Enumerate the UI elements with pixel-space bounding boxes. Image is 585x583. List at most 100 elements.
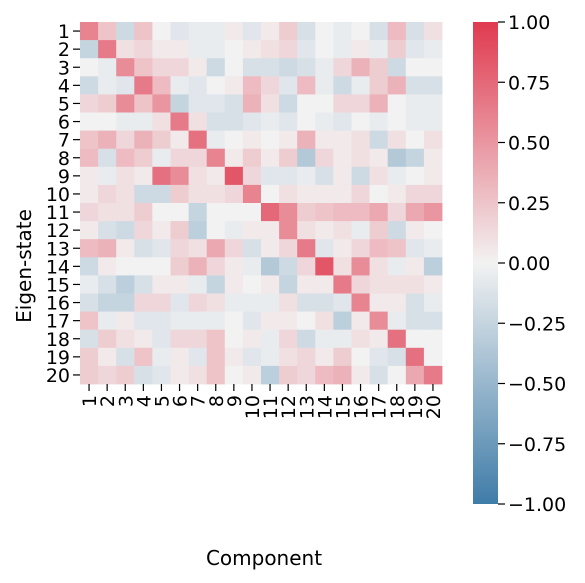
heatmap-cell-r19-c19 (405, 347, 425, 367)
heatmap-cell-r12-c8 (206, 221, 226, 240)
x-tick-label: 9 (224, 395, 246, 407)
heatmap-cell-r8-c7 (188, 148, 208, 168)
heatmap-cell-r1-c7 (188, 22, 208, 41)
heatmap-cell-r8-c2 (98, 148, 117, 168)
colorbar (473, 22, 498, 504)
y-tick-label: 12 (46, 220, 70, 242)
heatmap-cell-r15-c7 (188, 275, 208, 294)
x-tick-label: 8 (206, 395, 228, 407)
heatmap-cell-r1-c10 (242, 22, 262, 41)
heatmap-cell-r11-c12 (279, 203, 298, 222)
heatmap-cell-r12-c12 (279, 221, 298, 240)
heatmap-cell-r19-c8 (206, 347, 226, 367)
heatmap-cell-r4-c1 (80, 76, 99, 95)
heatmap-cell-r12-c4 (134, 221, 153, 240)
heatmap-cell-r14-c17 (369, 257, 389, 276)
heatmap-cell-r6-c1 (80, 112, 99, 131)
heatmap-cell-r19-c18 (387, 347, 407, 367)
heatmap-cell-r6-c11 (261, 112, 280, 131)
heatmap-cell-r19-c20 (423, 347, 443, 367)
heatmap-cell-r10-c12 (279, 184, 298, 204)
x-axis-label: Component (206, 546, 322, 570)
heatmap-cell-r7-c7 (188, 130, 208, 150)
heatmap-cell-r2-c13 (297, 40, 316, 59)
heatmap-cell-r20-c20 (423, 365, 443, 385)
heatmap-cell-r17-c15 (333, 311, 352, 331)
heatmap-cell-r19-c7 (188, 347, 208, 367)
x-tick-label: 15 (332, 395, 354, 419)
heatmap-cell-r19-c17 (369, 347, 389, 367)
heatmap-cell-r12-c2 (98, 221, 117, 240)
heatmap-cell-r8-c19 (405, 148, 425, 168)
heatmap-cell-r14-c12 (279, 257, 298, 276)
heatmap-cell-r11-c14 (315, 203, 334, 222)
heatmap-cell-r9-c14 (315, 166, 334, 186)
heatmap-cell-r15-c17 (369, 275, 389, 294)
heatmap-cell-r13-c17 (369, 239, 389, 258)
heatmap-cell-r18-c16 (351, 329, 370, 349)
heatmap-cell-r19-c15 (333, 347, 352, 367)
heatmap-cell-r15-c6 (170, 275, 189, 294)
heatmap-cell-r3-c19 (405, 58, 425, 77)
heatmap-cell-r18-c2 (98, 329, 117, 349)
heatmap-cell-r7-c5 (152, 130, 171, 150)
heatmap-cell-r1-c4 (134, 22, 153, 41)
heatmap-cell-r15-c20 (423, 275, 443, 294)
heatmap-cell-r1-c9 (224, 22, 244, 41)
heatmap-cell-r19-c1 (80, 347, 99, 367)
heatmap-cell-r16-c4 (134, 293, 153, 312)
heatmap-cell-r4-c7 (188, 76, 208, 95)
heatmap-cell-r7-c16 (351, 130, 370, 150)
heatmap-cell-r18-c9 (224, 329, 244, 349)
heatmap-cell-r6-c8 (206, 112, 226, 131)
heatmap-cell-r14-c14 (315, 257, 334, 276)
heatmap-cell-r11-c10 (242, 203, 262, 222)
heatmap-cell-r13-c20 (423, 239, 443, 258)
heatmap-cell-r12-c5 (152, 221, 171, 240)
y-tick-label: 5 (58, 93, 70, 115)
heatmap-cell-r5-c20 (423, 94, 443, 113)
heatmap-cell-r1-c8 (206, 22, 226, 41)
heatmap-cell-r9-c1 (80, 166, 99, 186)
y-tick-label: 11 (46, 202, 70, 224)
heatmap-cell-r16-c15 (333, 293, 352, 312)
heatmap-cell-r13-c18 (387, 239, 407, 258)
heatmap-cell-r17-c12 (279, 311, 298, 331)
heatmap-cell-r2-c12 (279, 40, 298, 59)
heatmap-cell-r6-c13 (297, 112, 316, 131)
heatmap-cell-r2-c8 (206, 40, 226, 59)
heatmap-cell-r20-c14 (315, 365, 334, 385)
y-tick-label: 15 (46, 274, 70, 296)
heatmap-cell-r10-c17 (369, 184, 389, 204)
heatmap-cell-r12-c6 (170, 221, 189, 240)
heatmap-cell-r3-c12 (279, 58, 298, 77)
heatmap-cell-r2-c7 (188, 40, 208, 59)
heatmap-cell-r19-c2 (98, 347, 117, 367)
y-tick-label: 1 (58, 21, 70, 43)
heatmap-cell-r6-c18 (387, 112, 407, 131)
heatmap-cell-r10-c15 (333, 184, 352, 204)
x-tick-label: 3 (115, 395, 137, 407)
heatmap-cell-r10-c16 (351, 184, 370, 204)
y-tick-label: 20 (46, 365, 70, 387)
heatmap-cell-r13-c1 (80, 239, 99, 258)
heatmap-cell-r8-c6 (170, 148, 189, 168)
heatmap-cell-r18-c10 (242, 329, 262, 349)
heatmap-cell-r20-c18 (387, 365, 407, 385)
heatmap-cell-r15-c8 (206, 275, 226, 294)
heatmap-cell-r7-c14 (315, 130, 334, 150)
heatmap-cell-r11-c19 (405, 203, 425, 222)
heatmap-cell-r3-c17 (369, 58, 389, 77)
heatmap-cell-r12-c16 (351, 221, 370, 240)
heatmap-cell-r17-c2 (98, 311, 117, 331)
heatmap-cell-r10-c1 (80, 184, 99, 204)
heatmap-cell-r1-c11 (261, 22, 280, 41)
heatmap-cell-r9-c7 (188, 166, 208, 186)
heatmap-cell-r2-c6 (170, 40, 189, 59)
x-tick-label: 20 (423, 395, 445, 419)
heatmap-cell-r9-c20 (423, 166, 443, 186)
heatmap-cell-r5-c5 (152, 94, 171, 113)
heatmap-cell-r9-c9 (224, 166, 244, 186)
